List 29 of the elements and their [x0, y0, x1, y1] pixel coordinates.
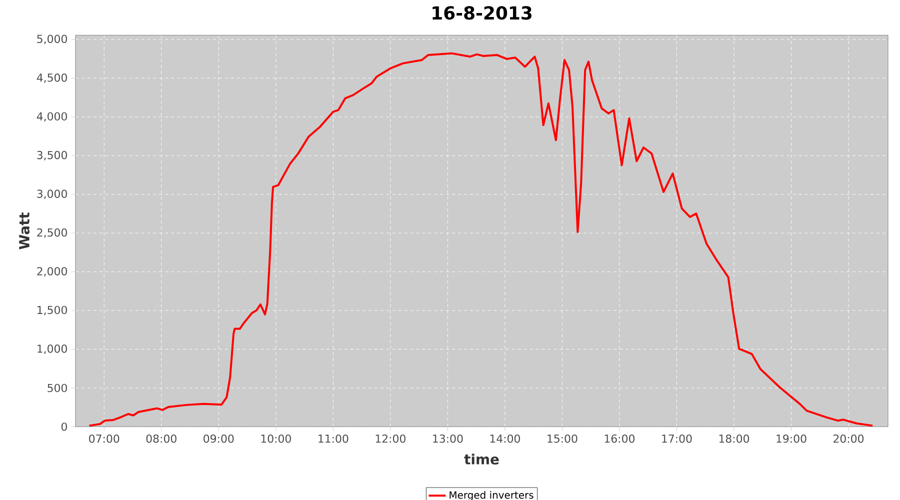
x-tick-label: 11:00 — [318, 434, 348, 443]
y-tick-label: 5,000 — [37, 34, 67, 44]
line-series — [88, 52, 874, 427]
x-tick-label: 12:00 — [376, 434, 406, 443]
y-tick-label: 2,000 — [37, 267, 67, 276]
x-axis-title: time — [464, 454, 499, 465]
y-tick-label: 4,500 — [36, 73, 67, 83]
x-tick-label: 08:00 — [146, 434, 176, 443]
x-tick-label: 15:00 — [548, 434, 578, 443]
y-tick-label: 1,500 — [38, 306, 67, 316]
x-tick-label: 17:00 — [662, 434, 692, 443]
y-tick-label: 0 — [61, 422, 67, 431]
x-tick-label: 20:00 — [834, 434, 864, 443]
x-tick-label: 13:00 — [433, 434, 463, 443]
y-tick-label: 3,500 — [37, 150, 67, 160]
x-tick-label: 10:00 — [261, 434, 291, 443]
y-tick-label: 2,500 — [37, 228, 67, 238]
x-tick-label: 07:00 — [89, 434, 120, 443]
chart-title: 16-8-2013 — [432, 6, 532, 20]
y-axis-title: Watt — [19, 212, 30, 250]
y-tick-label: 1,000 — [38, 344, 67, 354]
y-tick-label: 3,000 — [37, 190, 67, 200]
y-tick-label: 4,000 — [36, 112, 67, 122]
x-tick-label: 18:00 — [719, 434, 750, 443]
x-tick-label: 09:00 — [204, 434, 234, 443]
x-tick-label: 16:00 — [604, 434, 635, 443]
y-tick-label: 500 — [48, 384, 67, 392]
x-tick-label: 19:00 — [776, 434, 806, 443]
x-tick-label: 14:00 — [490, 434, 520, 443]
